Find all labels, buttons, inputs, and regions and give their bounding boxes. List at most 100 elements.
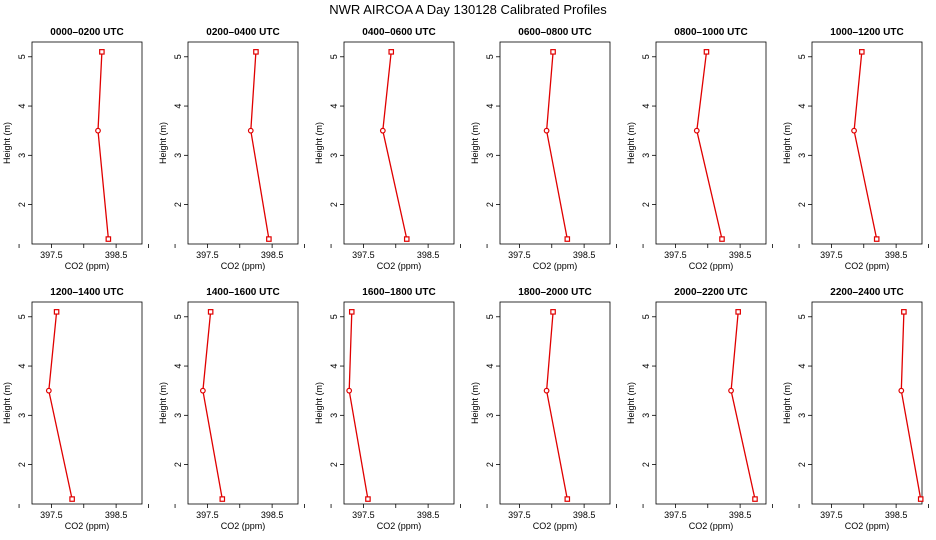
data-point (735, 309, 741, 315)
data-point (859, 49, 865, 55)
profile-line (545, 51, 568, 240)
y-tick-label: 2 (17, 462, 27, 467)
plot-frame (31, 301, 143, 505)
panel-title: 1000–1200 UTC (830, 27, 903, 38)
y-tick-label: 4 (173, 364, 183, 369)
plot-frame (343, 301, 455, 505)
data-point (346, 387, 353, 394)
panel-title: 1200–1400 UTC (50, 287, 123, 298)
y-tick-label: 3 (797, 153, 807, 158)
x-tick-label: 398.5 (729, 510, 752, 520)
y-axis-label: Height (m) (314, 122, 324, 164)
y-tick-label: 4 (641, 104, 651, 109)
plot-frame (187, 41, 299, 245)
y-tick-label: 5 (173, 54, 183, 59)
x-tick-label: 398.5 (417, 250, 440, 260)
y-tick-label: 5 (485, 314, 495, 319)
y-tick-label: 4 (17, 104, 27, 109)
x-tick-label: 397.5 (40, 250, 63, 260)
x-axis-label: CO2 (ppm) (533, 521, 578, 531)
y-tick-label: 4 (173, 104, 183, 109)
data-point (543, 127, 550, 134)
data-point (53, 309, 60, 315)
y-tick-label: 3 (17, 413, 27, 418)
plot-frame (499, 41, 611, 245)
x-axis-label: CO2 (ppm) (377, 521, 422, 531)
profile-line (545, 311, 568, 500)
x-axis-label: CO2 (ppm) (377, 261, 422, 271)
y-tick-label: 5 (641, 314, 651, 319)
data-point (703, 49, 710, 55)
data-point (207, 309, 214, 315)
profile-line (202, 311, 223, 500)
data-point (45, 387, 52, 394)
data-point (348, 309, 355, 315)
figure-title: NWR AIRCOA A Day 130128 Calibrated Profi… (329, 2, 607, 17)
panel-title: 2000–2200 UTC (674, 287, 747, 298)
y-tick-label: 3 (173, 413, 183, 418)
y-tick-label: 2 (797, 202, 807, 207)
y-tick-label: 3 (485, 413, 495, 418)
y-tick-label: 5 (17, 54, 27, 59)
y-axis-label: Height (m) (470, 382, 480, 424)
y-axis-label: Height (m) (626, 122, 636, 164)
data-point (69, 496, 75, 502)
data-point (550, 309, 556, 315)
data-point (550, 49, 556, 55)
y-tick-label: 2 (173, 202, 183, 207)
x-tick-label: 398.5 (105, 250, 128, 260)
x-tick-label: 398.5 (417, 510, 440, 520)
data-point (728, 387, 734, 394)
x-tick-label: 398.5 (729, 250, 752, 260)
data-point (247, 127, 254, 134)
data-point (693, 127, 700, 134)
data-point (917, 496, 924, 502)
x-axis-label: CO2 (ppm) (689, 261, 734, 271)
y-tick-label: 5 (797, 314, 807, 319)
plot-frame (499, 301, 611, 505)
y-tick-label: 4 (485, 104, 495, 109)
x-tick-label: 397.5 (40, 510, 63, 520)
y-tick-label: 2 (17, 202, 27, 207)
x-tick-label: 397.5 (820, 250, 843, 260)
y-tick-label: 2 (641, 462, 651, 467)
y-axis-label: Height (m) (782, 122, 792, 164)
data-point (365, 496, 371, 502)
y-tick-label: 2 (641, 202, 651, 207)
x-tick-label: 397.5 (196, 250, 219, 260)
y-tick-label: 2 (485, 462, 495, 467)
data-point (379, 127, 386, 134)
y-tick-label: 5 (485, 54, 495, 59)
y-axis-label: Height (m) (2, 382, 12, 424)
data-point (543, 387, 550, 394)
profile-line (382, 51, 408, 240)
profile-line (48, 311, 73, 500)
y-axis-label: Height (m) (782, 382, 792, 424)
panel-title: 1400–1600 UTC (206, 287, 279, 298)
y-tick-label: 5 (329, 314, 339, 319)
x-tick-label: 398.5 (105, 510, 128, 520)
x-axis-label: CO2 (ppm) (221, 261, 266, 271)
data-point (219, 496, 226, 502)
y-axis-label: Height (m) (158, 382, 168, 424)
y-tick-label: 2 (173, 462, 183, 467)
y-tick-label: 4 (797, 104, 807, 109)
x-axis-label: CO2 (ppm) (533, 261, 578, 271)
x-tick-label: 398.5 (261, 250, 284, 260)
y-tick-label: 5 (797, 54, 807, 59)
x-tick-label: 398.5 (573, 250, 596, 260)
x-tick-label: 397.5 (664, 510, 687, 520)
data-point (199, 387, 206, 394)
y-axis-label: Height (m) (314, 382, 324, 424)
profile-line (696, 51, 723, 240)
data-point (105, 236, 112, 242)
y-tick-label: 3 (329, 413, 339, 418)
plot-frame (655, 301, 767, 505)
data-point (388, 49, 395, 55)
data-point (99, 49, 105, 55)
y-tick-label: 5 (17, 314, 27, 319)
plot-frame (811, 301, 923, 505)
plot-frame (343, 41, 455, 245)
y-tick-label: 4 (797, 364, 807, 369)
